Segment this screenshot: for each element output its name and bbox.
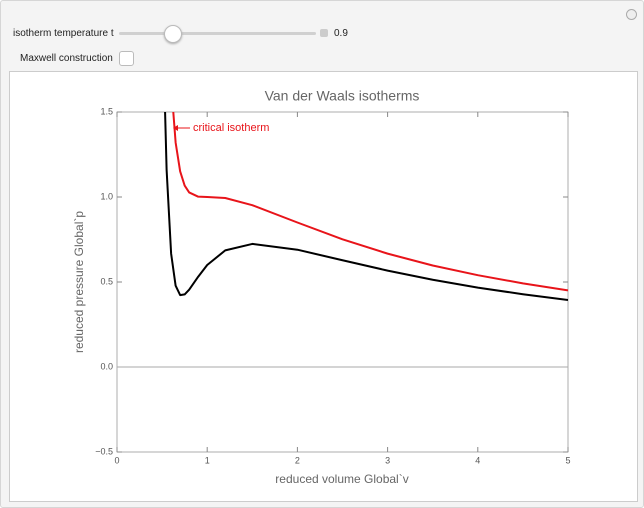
slider-label: isotherm temperature t <box>13 28 114 39</box>
x-tick-label: 5 <box>565 455 570 465</box>
y-tick-label: −0.5 <box>95 446 113 456</box>
y-axis-label: reduced pressure Global`p <box>72 211 86 353</box>
y-tick-label: 1.0 <box>100 191 113 201</box>
x-tick-label: 2 <box>295 455 300 465</box>
plot-area <box>116 111 569 453</box>
y-tick-label: 0.0 <box>100 361 113 371</box>
slider-thumb[interactable] <box>164 25 182 43</box>
annotation: critical isotherm <box>193 122 269 134</box>
plot-frame <box>9 71 638 502</box>
x-tick-label: 4 <box>475 455 480 465</box>
checkbox[interactable] <box>119 51 134 66</box>
y-tick-label: 0.5 <box>100 276 113 286</box>
x-axis-label: reduced volume Global`v <box>275 472 408 486</box>
annotation-arrowhead <box>173 125 178 131</box>
x-tick-label: 1 <box>205 455 210 465</box>
chart-title: Van der Waals isotherms <box>265 88 420 104</box>
checkbox-label: Maxwell construction <box>20 53 113 64</box>
options-button[interactable] <box>626 9 637 20</box>
slider-value: 0.9 <box>334 28 348 39</box>
isotherm <box>172 112 568 292</box>
x-tick-label: 0 <box>114 455 119 465</box>
x-tick-label: 3 <box>385 455 390 465</box>
y-tick-label: 1.5 <box>100 106 113 116</box>
curves <box>164 112 568 302</box>
expand-button[interactable] <box>320 29 328 37</box>
slider-track[interactable] <box>119 32 316 35</box>
isotherm <box>164 112 568 302</box>
